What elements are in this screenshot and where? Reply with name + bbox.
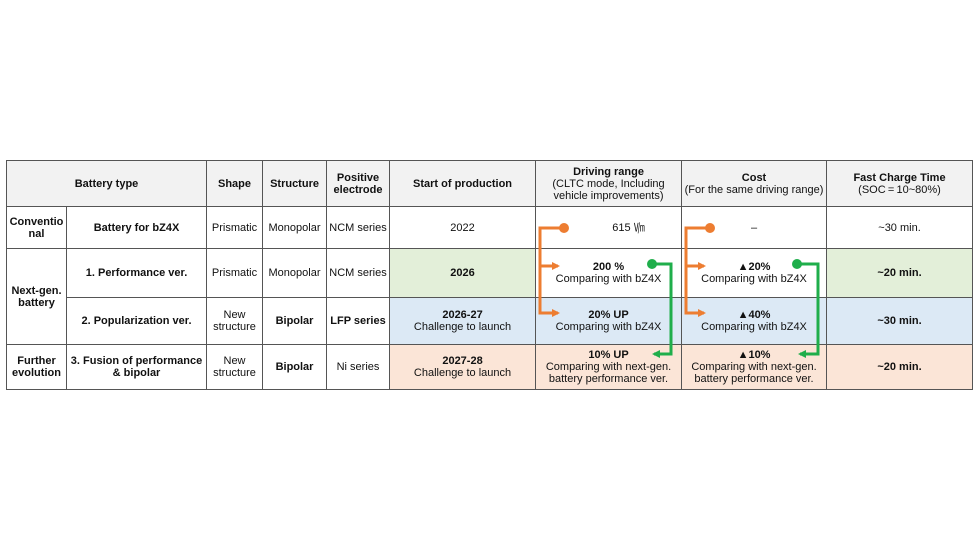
table-row: Further evolution 3. Fusion of performan… xyxy=(6,344,974,390)
range-value: 20% UP xyxy=(588,309,629,321)
battery-shape: New structure xyxy=(206,344,264,390)
header-fast-charge: Fast Charge Time (SOC = 10~80%) xyxy=(826,160,974,207)
header-positive-electrode: Positive electrode xyxy=(326,160,391,207)
battery-name: 1. Performance ver. xyxy=(65,248,208,298)
cost-cell: ▲20% Comparing with bZ4X xyxy=(681,248,828,298)
table-row: Conventio nal Battery for bZ4X Prismatic… xyxy=(6,206,974,249)
charge-time: ~20 min. xyxy=(826,248,974,298)
production-cell: 2022 xyxy=(389,206,537,249)
range-cell: 615 ㏞ xyxy=(535,206,683,249)
production-year: 2026-27 xyxy=(442,309,483,321)
range-cell: 200 % Comparing with bZ4X xyxy=(535,248,683,298)
range-cell: 20% UP Comparing with bZ4X xyxy=(535,297,683,345)
header-cost: Cost (For the same driving range) xyxy=(681,160,828,207)
battery-shape: New structure xyxy=(206,297,264,345)
fast-charge-title: Fast Charge Time xyxy=(853,171,946,184)
production-note: Challenge to launch xyxy=(413,367,512,379)
range-note: Comparing with bZ4X xyxy=(555,273,662,285)
group-further: Further evolution xyxy=(6,344,67,390)
battery-structure: Monopolar xyxy=(262,206,328,249)
battery-structure: Bipolar xyxy=(262,344,328,390)
header-battery-type: Battery type xyxy=(5,160,208,207)
production-cell: 2026-27 Challenge to launch xyxy=(389,297,537,345)
header-driving-range: Driving range (CLTC mode, Including vehi… xyxy=(535,160,683,207)
battery-structure: Monopolar xyxy=(262,248,328,298)
cost-cell: ▲40% Comparing with bZ4X xyxy=(681,297,828,345)
charge-time: ~20 min. xyxy=(826,344,974,390)
charge-time: ~30 min. xyxy=(826,206,974,249)
cost-value: – xyxy=(750,221,758,234)
battery-structure: Bipolar xyxy=(262,297,328,345)
group-next-gen: Next-gen. battery xyxy=(6,248,67,345)
cost-cell: ▲10% Comparing with next-gen. battery pe… xyxy=(681,344,828,390)
driving-range-subtitle: (CLTC mode, Including vehicle improvemen… xyxy=(552,177,665,202)
production-year: 2022 xyxy=(450,221,475,234)
production-year: 2027-28 xyxy=(442,355,483,367)
range-value: 200 % xyxy=(592,261,625,273)
battery-shape: Prismatic xyxy=(206,248,264,298)
battery-shape: Prismatic xyxy=(206,206,264,249)
driving-range-title: Driving range xyxy=(573,165,644,178)
fast-charge-subtitle: (SOC = 10~80%) xyxy=(858,183,941,196)
table-row: 2. Popularization ver. New structure Bip… xyxy=(7,297,974,345)
range-value: 615 ㏞ xyxy=(612,221,645,234)
cost-note: Comparing with bZ4X xyxy=(701,321,807,333)
battery-electrode: Ni series xyxy=(326,344,391,390)
cost-subtitle: (For the same driving range) xyxy=(684,183,824,196)
cost-note: Comparing with bZ4X xyxy=(701,273,807,285)
table-row: Next-gen. battery 1. Performance ver. Pr… xyxy=(6,248,974,345)
production-year: 2026 xyxy=(450,267,475,279)
production-note: Challenge to launch xyxy=(413,321,512,333)
battery-name: 3. Fusion of performance & bipolar xyxy=(65,344,208,390)
charge-time: ~30 min. xyxy=(826,297,974,345)
header-structure: Structure xyxy=(262,160,328,207)
cost-cell: – xyxy=(681,206,828,249)
header-row: Battery type Shape Structure Positive el… xyxy=(5,160,974,207)
battery-name: 2. Popularization ver. xyxy=(65,297,208,345)
battery-electrode: NCM series xyxy=(326,248,391,298)
battery-electrode: NCM series xyxy=(326,206,391,249)
cost-value: ▲20% xyxy=(737,261,771,273)
battery-roadmap-table: Battery type Shape Structure Positive el… xyxy=(5,160,974,390)
range-cell: 10% UP Comparing with next-gen. battery … xyxy=(535,344,683,390)
group-conventional: Conventio nal xyxy=(6,206,67,249)
production-cell: 2027-28 Challenge to launch xyxy=(389,344,537,390)
cost-value: ▲40% xyxy=(737,309,771,321)
header-start-of-production: Start of production xyxy=(389,160,537,207)
range-note: Comparing with bZ4X xyxy=(555,321,662,333)
cost-value: ▲10% xyxy=(737,349,771,361)
cost-title: Cost xyxy=(741,171,767,184)
range-value: 10% UP xyxy=(588,349,629,361)
range-note: Comparing with next-gen. battery perform… xyxy=(545,361,672,385)
cost-note: Comparing with next-gen. battery perform… xyxy=(691,361,817,385)
header-shape: Shape xyxy=(206,160,264,207)
production-cell: 2026 xyxy=(389,248,537,298)
battery-electrode: LFP series xyxy=(326,297,391,345)
battery-name: Battery for bZ4X xyxy=(65,206,208,249)
